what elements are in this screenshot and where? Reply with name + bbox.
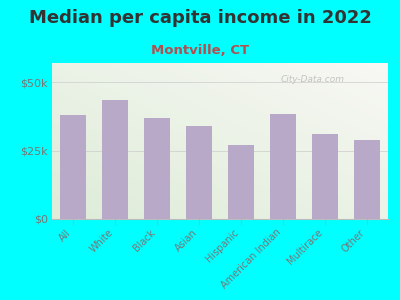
Text: Median per capita income in 2022: Median per capita income in 2022 xyxy=(28,9,372,27)
Bar xyxy=(228,145,254,219)
Bar xyxy=(144,118,170,219)
Bar xyxy=(102,100,128,219)
Bar xyxy=(270,114,296,219)
Text: Montville, CT: Montville, CT xyxy=(151,44,249,56)
Bar xyxy=(354,140,380,219)
Bar xyxy=(186,126,212,219)
Bar xyxy=(60,115,86,219)
Text: City-Data.com: City-Data.com xyxy=(280,76,344,85)
Bar xyxy=(312,134,338,219)
